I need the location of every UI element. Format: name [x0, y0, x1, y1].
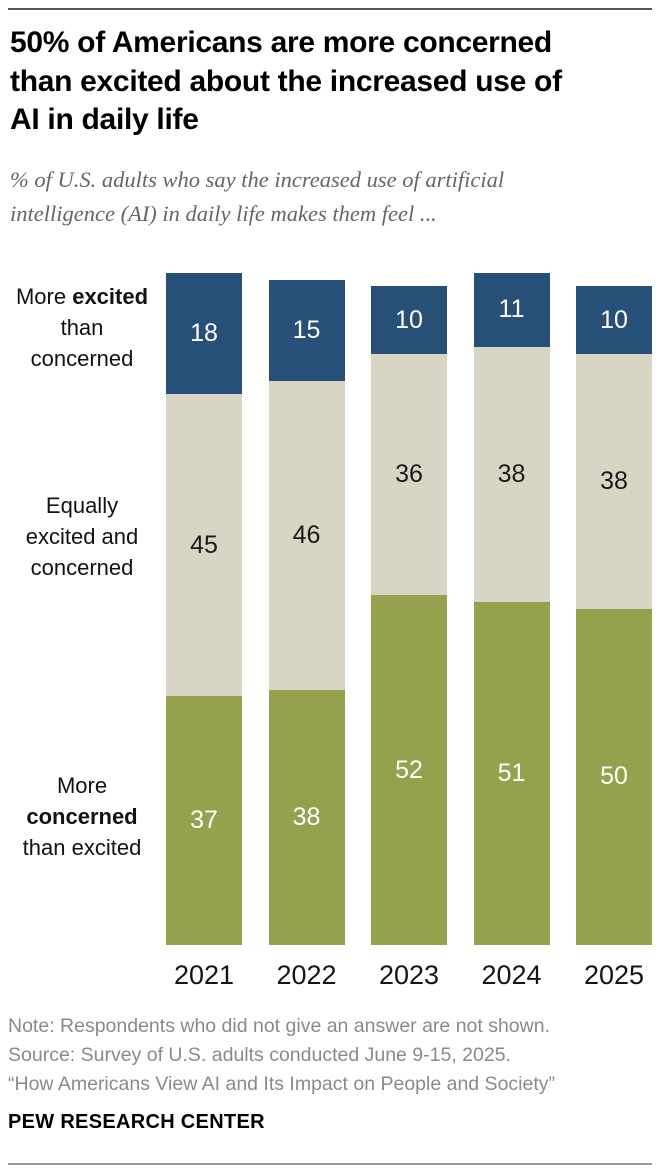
row-label-line: excited and: [25, 524, 139, 549]
bar-value-label: 10: [600, 305, 628, 334]
bar-value-label: 36: [395, 460, 423, 489]
bar-segment: 15: [268, 279, 345, 381]
subtitle-line-1: % of U.S. adults who say the increased u…: [10, 167, 505, 192]
x-tick-2024: 2024: [481, 960, 542, 990]
chart-subtitle: % of U.S. adults who say the increased u…: [10, 163, 654, 231]
bar-value-label: 38: [292, 802, 321, 831]
row-label-line: concerned: [30, 555, 134, 580]
bar-value-label: 50: [600, 762, 628, 791]
title-line-2: than excited about the increased use of: [10, 64, 562, 98]
bar-segment: 10: [576, 286, 652, 354]
bar-value-label: 38: [497, 460, 526, 489]
row-label-line: Equally: [45, 493, 119, 518]
stacked-bar-plot: 18 45 37 15 46 38 10 36 52 11 38 51 10 38 50: [166, 273, 652, 945]
note-line: Note: Respondents who did not give an an…: [8, 1015, 551, 1037]
row-label-line: than: [60, 315, 104, 340]
row-label-more-excited: More excited than concerned: [2, 281, 162, 374]
title-line-1: 50% of Americans are more concerned: [10, 26, 552, 59]
bar-value-label: 51: [497, 759, 526, 788]
subtitle-line-2: intelligence (AI) in daily life makes th…: [10, 201, 437, 226]
x-tick-2022: 2022: [276, 960, 337, 990]
title-line-3: AI in daily life: [10, 103, 199, 136]
bar-2022: 15 46 38: [268, 279, 345, 945]
bar-value-label: 15: [292, 315, 321, 344]
source-line: Source: Survey of U.S. adults conducted …: [8, 1044, 511, 1066]
top-divider: [8, 8, 652, 10]
bar-value-label: 52: [395, 755, 423, 784]
bar-segment: 46: [268, 380, 345, 690]
bar-2023: 10 36 52: [371, 286, 447, 945]
bar-segment: 50: [576, 608, 652, 945]
row-label-line: concerned: [26, 804, 138, 829]
row-label-line: concerned: [30, 346, 134, 371]
bar-value-label: 46: [292, 520, 321, 549]
bar-2025: 10 38 50: [576, 286, 652, 945]
report-title-line: “How Americans View AI and Its Impact on…: [8, 1073, 555, 1095]
chart-title: 50% of Americans are more concerned than…: [10, 24, 658, 140]
bar-value-label: 37: [190, 806, 218, 835]
bar-2021: 18 45 37: [166, 273, 242, 945]
row-label-line: More excited: [15, 284, 149, 309]
x-tick-2021: 2021: [173, 960, 235, 990]
x-axis-labels: 2021 2022 2023 2024 2025: [166, 960, 652, 991]
x-tick-2023: 2023: [378, 960, 440, 990]
bar-value-label: 38: [600, 466, 628, 495]
row-label-equally-excited-concerned: Equally excited and concerned: [2, 490, 162, 583]
bar-value-label: 45: [190, 530, 218, 559]
bar-value-label: 18: [190, 319, 218, 347]
bar-segment: 36: [371, 353, 447, 596]
bar-segment: 52: [371, 595, 447, 945]
bar-segment: 38: [268, 689, 345, 945]
bar-segment: 38: [473, 346, 550, 603]
x-tick-2025: 2025: [583, 960, 645, 990]
bar-segment: 18: [166, 273, 242, 394]
bar-segment: 37: [166, 696, 242, 945]
bar-segment: 45: [166, 394, 242, 697]
bar-segment: 11: [473, 273, 550, 347]
bar-segment: 10: [371, 286, 447, 354]
bar-segment: 51: [473, 602, 550, 945]
bar-2024: 11 38 51: [473, 273, 550, 945]
row-label-line: than excited: [22, 835, 142, 860]
bar-segment: 38: [576, 353, 652, 609]
row-label-line: More: [56, 773, 108, 798]
row-label-more-concerned: More concerned than excited: [2, 770, 162, 863]
bottom-divider: [8, 1163, 652, 1165]
bar-value-label: 10: [395, 305, 423, 334]
bar-value-label: 11: [498, 295, 525, 324]
brand-pew-research-center: PEW RESEARCH CENTER: [8, 1111, 265, 1133]
footer: Note: Respondents who did not give an an…: [8, 1012, 652, 1134]
